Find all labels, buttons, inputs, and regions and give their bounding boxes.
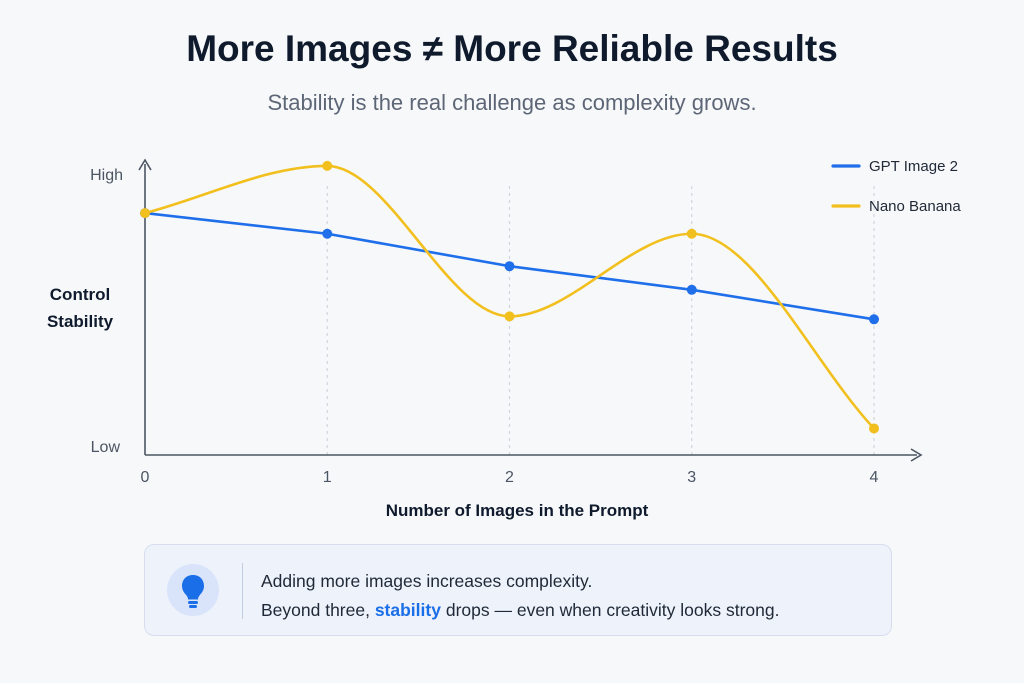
point-gpt-image-2-4 xyxy=(869,314,879,325)
callout-text: Adding more images increases complexity.… xyxy=(261,567,779,625)
axes xyxy=(138,158,923,462)
point-nano-banana-1 xyxy=(322,160,333,171)
y-axis-label-line-1: Control xyxy=(50,285,110,304)
stability-highlight: stability xyxy=(374,600,441,620)
y-tick-low: Low xyxy=(91,439,121,456)
legend-label-gpt-image-2: GPT Image 2 xyxy=(869,158,958,175)
point-gpt-image-2-3 xyxy=(686,284,697,295)
page-subtitle: Stability is the real challenge as compl… xyxy=(267,90,757,115)
callout-line-2: Beyond three, stability drops — even whe… xyxy=(261,596,779,625)
y-tick-high: High xyxy=(90,167,123,184)
insight-callout: Adding more images increases complexity.… xyxy=(144,544,892,636)
x-tick-labels: 0 1 2 3 4 xyxy=(141,469,879,486)
x-tick-1: 1 xyxy=(323,469,332,486)
stability-line-chart: High Low Control Stability 0 1 2 3 4 Number … xyxy=(47,158,961,520)
point-nano-banana-0 xyxy=(140,208,150,219)
page-title: More Images ≠ More Reliable Results xyxy=(186,28,838,69)
x-tick-2: 2 xyxy=(505,469,514,486)
y-axis-arrow-icon xyxy=(138,158,152,171)
callout-divider xyxy=(242,563,243,619)
point-nano-banana-2 xyxy=(504,311,515,322)
legend-label-nano-banana: Nano Banana xyxy=(869,198,961,215)
callout-line-2-start: Beyond three, xyxy=(261,600,375,620)
legend: GPT Image 2 Nano Banana xyxy=(831,158,961,215)
x-axis-label: Number of Images in the Prompt xyxy=(386,501,649,520)
lightbulb-icon xyxy=(167,564,219,616)
callout-line-2-end: drops — even when creativity looks stron… xyxy=(440,600,780,620)
point-nano-banana-4 xyxy=(869,423,879,434)
x-tick-4: 4 xyxy=(870,469,879,486)
x-tick-3: 3 xyxy=(687,469,696,486)
point-gpt-image-2-1 xyxy=(322,228,333,239)
point-nano-banana-3 xyxy=(686,228,697,239)
point-gpt-image-2-2 xyxy=(504,261,515,272)
x-tick-0: 0 xyxy=(141,469,150,486)
x-axis-arrow-icon xyxy=(910,448,923,462)
series xyxy=(140,160,879,434)
callout-line-1: Adding more images increases complexity. xyxy=(261,571,593,591)
y-axis-label-line-2: Stability xyxy=(47,312,114,331)
